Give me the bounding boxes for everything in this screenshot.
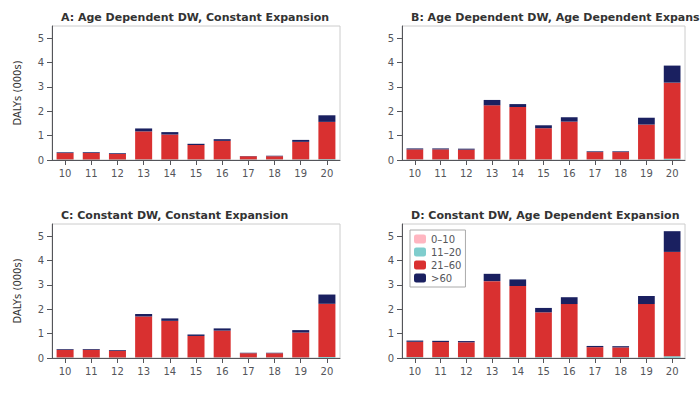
svg-text:10: 10 bbox=[408, 366, 421, 377]
svg-text:12: 12 bbox=[111, 168, 124, 179]
svg-text:18: 18 bbox=[268, 168, 281, 179]
svg-text:16: 16 bbox=[216, 168, 229, 179]
svg-text:A: Age Dependent DW, Constant: A: Age Dependent DW, Constant Expansion bbox=[61, 11, 329, 24]
svg-text:C: Constant DW, Constant Expan: C: Constant DW, Constant Expansion bbox=[61, 209, 288, 222]
svg-text:16: 16 bbox=[563, 168, 576, 179]
svg-text:20: 20 bbox=[666, 366, 679, 377]
svg-text:0: 0 bbox=[388, 155, 394, 166]
svg-text:DALYs (000s): DALYs (000s) bbox=[12, 258, 23, 323]
svg-text:3: 3 bbox=[38, 81, 44, 92]
svg-text:20: 20 bbox=[321, 168, 334, 179]
svg-text:14: 14 bbox=[163, 366, 176, 377]
svg-text:15: 15 bbox=[537, 366, 550, 377]
svg-text:5: 5 bbox=[38, 231, 44, 242]
svg-text:10: 10 bbox=[408, 168, 421, 179]
svg-text:13: 13 bbox=[137, 366, 150, 377]
svg-text:11: 11 bbox=[434, 168, 447, 179]
svg-text:14: 14 bbox=[511, 366, 524, 377]
svg-text:19: 19 bbox=[640, 366, 653, 377]
svg-text:1: 1 bbox=[388, 130, 394, 141]
svg-text:15: 15 bbox=[537, 168, 550, 179]
svg-text:15: 15 bbox=[190, 168, 203, 179]
svg-text:18: 18 bbox=[614, 168, 627, 179]
svg-text:20: 20 bbox=[321, 366, 334, 377]
svg-text:4: 4 bbox=[388, 255, 394, 266]
svg-text:17: 17 bbox=[589, 168, 602, 179]
svg-text:DALYs (000s): DALYs (000s) bbox=[12, 60, 23, 125]
svg-text:2: 2 bbox=[38, 106, 44, 117]
svg-text:19: 19 bbox=[294, 168, 307, 179]
svg-text:18: 18 bbox=[614, 366, 627, 377]
svg-text:21–60: 21–60 bbox=[431, 260, 461, 271]
svg-text:16: 16 bbox=[216, 366, 229, 377]
svg-text:20: 20 bbox=[666, 168, 679, 179]
svg-text:5: 5 bbox=[38, 33, 44, 44]
svg-text:17: 17 bbox=[242, 168, 255, 179]
svg-text:15: 15 bbox=[190, 366, 203, 377]
svg-text:B: Age Dependent DW, Age Depen: B: Age Dependent DW, Age Dependent Expan… bbox=[411, 11, 700, 24]
svg-text:11: 11 bbox=[434, 366, 447, 377]
svg-text:13: 13 bbox=[137, 168, 150, 179]
svg-text:18: 18 bbox=[268, 366, 281, 377]
svg-text:17: 17 bbox=[589, 366, 602, 377]
svg-text:3: 3 bbox=[388, 279, 394, 290]
svg-text:5: 5 bbox=[388, 33, 394, 44]
svg-text:3: 3 bbox=[388, 81, 394, 92]
svg-text:19: 19 bbox=[294, 366, 307, 377]
svg-text:0–10: 0–10 bbox=[431, 234, 455, 245]
svg-text:19: 19 bbox=[640, 168, 653, 179]
svg-text:16: 16 bbox=[563, 366, 576, 377]
svg-text:2: 2 bbox=[388, 304, 394, 315]
svg-text:2: 2 bbox=[388, 106, 394, 117]
svg-text:0: 0 bbox=[38, 155, 44, 166]
svg-text:12: 12 bbox=[460, 366, 473, 377]
svg-text:11: 11 bbox=[85, 168, 98, 179]
svg-text:1: 1 bbox=[38, 130, 44, 141]
svg-text:0: 0 bbox=[388, 353, 394, 364]
svg-text:0: 0 bbox=[38, 353, 44, 364]
svg-text:1: 1 bbox=[388, 328, 394, 339]
svg-text:4: 4 bbox=[38, 57, 44, 68]
svg-text:10: 10 bbox=[59, 366, 72, 377]
svg-text:13: 13 bbox=[486, 168, 499, 179]
svg-text:12: 12 bbox=[460, 168, 473, 179]
svg-text:3: 3 bbox=[38, 279, 44, 290]
svg-text:17: 17 bbox=[242, 366, 255, 377]
svg-text:5: 5 bbox=[388, 231, 394, 242]
svg-text:11: 11 bbox=[85, 366, 98, 377]
svg-text:>60: >60 bbox=[431, 273, 452, 284]
svg-text:13: 13 bbox=[486, 366, 499, 377]
svg-text:1: 1 bbox=[38, 328, 44, 339]
svg-text:14: 14 bbox=[511, 168, 524, 179]
svg-text:D: Constant DW, Age Dependent: D: Constant DW, Age Dependent Expansion bbox=[411, 209, 679, 222]
svg-text:4: 4 bbox=[38, 255, 44, 266]
svg-text:14: 14 bbox=[163, 168, 176, 179]
svg-text:4: 4 bbox=[388, 57, 394, 68]
svg-text:10: 10 bbox=[59, 168, 72, 179]
svg-text:12: 12 bbox=[111, 366, 124, 377]
svg-text:2: 2 bbox=[38, 304, 44, 315]
svg-text:11–20: 11–20 bbox=[431, 247, 461, 258]
